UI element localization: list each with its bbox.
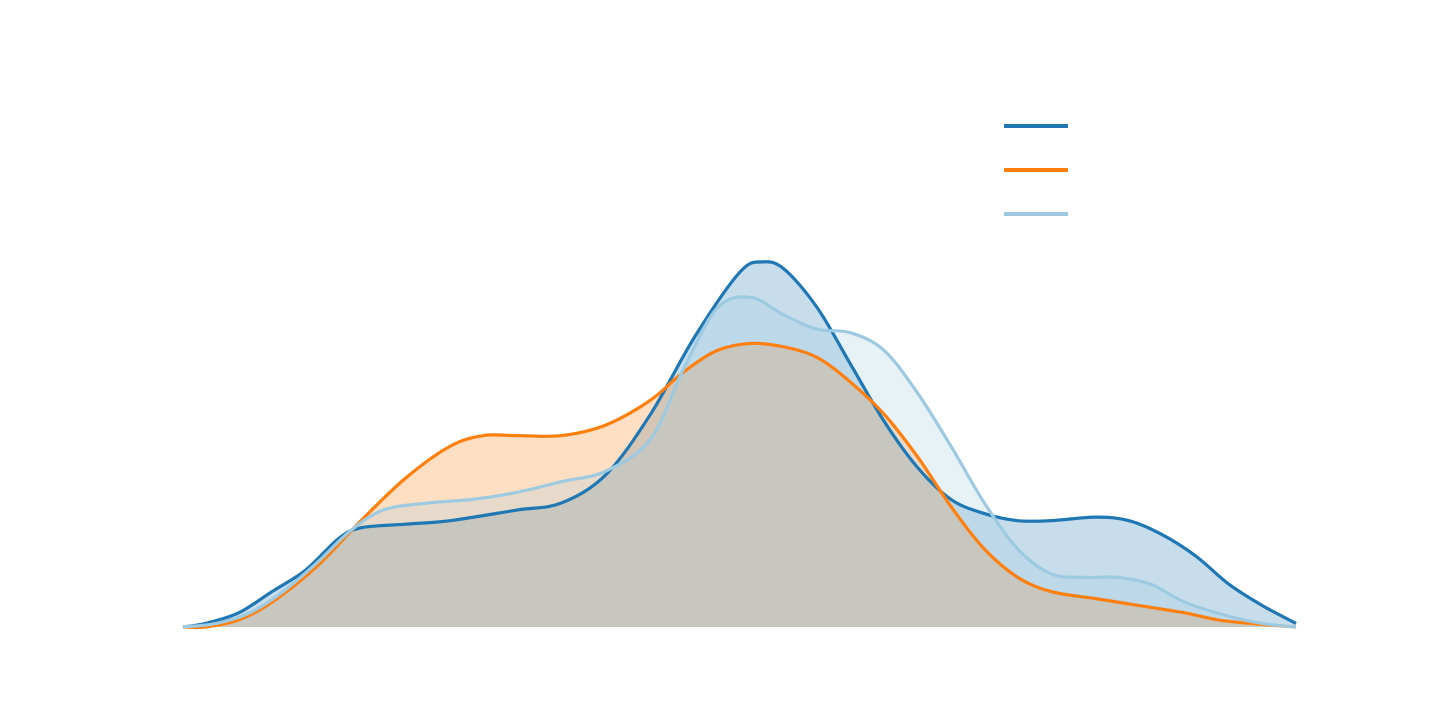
series-3-line — [182, 295, 1297, 629]
series-2-area — [183, 343, 1296, 628]
area-fill-layer — [183, 261, 1296, 628]
series-line-layer — [182, 260, 1297, 630]
legend — [1004, 124, 1068, 216]
series-3-area — [183, 296, 1296, 627]
series-1-area — [183, 261, 1296, 627]
